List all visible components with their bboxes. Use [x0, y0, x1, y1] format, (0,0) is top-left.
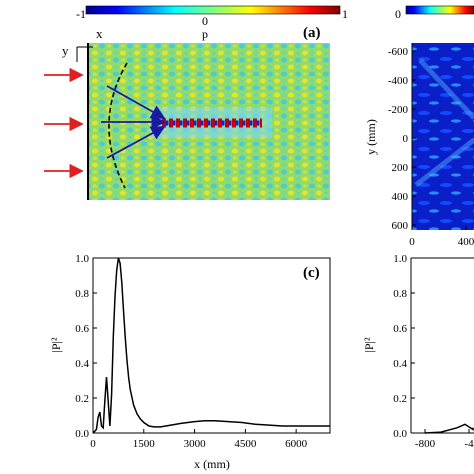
colorbar-a-max: 1	[342, 7, 348, 21]
lens-arc	[108, 62, 128, 189]
panel-b-xtick-label: 400	[458, 236, 474, 248]
panel-c-ylabel: |P|²	[49, 337, 63, 352]
panel-d-ytick-label: 0.6	[393, 323, 407, 335]
colorbar-b-min: 0	[395, 7, 401, 21]
panel-d-yticks: 0.0 0.2 0.4 0.6 0.8 1.0	[393, 253, 415, 440]
panel-c-ytick-label: 0.4	[75, 358, 89, 370]
panel-b-ytick-label: 200	[392, 162, 409, 174]
panel-d-xtick-label: -4	[464, 438, 474, 450]
panel-d: |P|² 0.0 0.2 0.4 0.6 0.8 1.0 -800 -4	[362, 253, 474, 450]
panel-c-ytick-label: 0.0	[75, 428, 89, 440]
panel-b-yticks: -600 -400 -200 0 200 400 600	[388, 46, 416, 232]
axis-x-label: x	[96, 26, 103, 41]
panel-d-series	[424, 423, 474, 434]
panel-b-ytick-label: 0	[403, 133, 409, 145]
panel-c-ytick-label: 0.6	[75, 323, 89, 335]
panel-c-xtick-label: 1500	[133, 438, 156, 450]
panel-c-ytick-label: 0.8	[75, 288, 89, 300]
panel-b-ytick-label: -200	[388, 104, 409, 116]
panel-d-xtick-label: -800	[415, 438, 436, 450]
panel-c-ytick-label: 0.2	[75, 393, 89, 405]
panel-c-xticks: 0 1500 3000 4500 6000	[90, 429, 308, 450]
colorbar-a-quantity: p	[202, 27, 208, 41]
panel-d-ylabel: |P|²	[362, 337, 376, 352]
focal-spot	[150, 108, 272, 138]
colorbar-a	[85, 5, 341, 15]
heatmap-b-streak	[414, 58, 474, 187]
focus-ray-top	[106, 85, 166, 119]
panel-c-xtick-label: 4500	[234, 438, 257, 450]
panel-b-ylabel: y (mm)	[364, 119, 378, 155]
panel-d-ytick-label: 0.2	[393, 393, 407, 405]
panel-a: -1 0 p 1 (a) x y	[44, 5, 348, 200]
panel-d-ytick-label: 1.0	[393, 253, 407, 265]
panel-b-ytick-label: -400	[388, 75, 409, 87]
panel-b-ytick-label: 600	[392, 220, 409, 232]
panel-c-series	[92, 257, 330, 434]
panel-d-ytick-label: 0.4	[393, 358, 407, 370]
panel-c-yticks: 0.0 0.2 0.4 0.6 0.8 1.0	[75, 253, 97, 440]
panel-b: 0 y (mm) -600 -400 -200 0 200 400 600 0 400	[364, 5, 474, 248]
colorbar-a-min: -1	[76, 7, 86, 21]
focus-ray-bottom	[106, 126, 166, 159]
plot-frame-c	[92, 257, 331, 434]
panel-b-ytick-label: -600	[388, 46, 409, 58]
axes-indicator: x y	[62, 26, 103, 62]
panel-b-xtick-label: 0	[409, 236, 415, 248]
heatmap-b	[412, 43, 474, 230]
colorbar-a-mid: 0	[202, 14, 208, 28]
panel-b-ytick-label: 400	[392, 191, 409, 203]
panel-d-ytick-label: 0.8	[393, 288, 407, 300]
panel-c-label: (c)	[303, 265, 320, 281]
panel-a-label: (a)	[303, 25, 321, 41]
panel-c: (c) |P|² x (mm) 0.0 0.2 0.4 0.6 0.8 1.0 0 1500…	[49, 253, 331, 471]
panel-d-xticks: -800 -4	[415, 429, 474, 450]
colorbar-b	[405, 5, 474, 15]
axis-y-label: y	[62, 43, 69, 58]
panel-c-xlabel: x (mm)	[194, 457, 230, 471]
panel-c-xtick-label: 0	[90, 438, 96, 450]
panel-c-xtick-label: 3000	[184, 438, 207, 450]
panel-c-line	[92, 257, 330, 434]
panel-d-line	[424, 423, 474, 434]
panel-b-xticks: 0 400	[409, 226, 474, 248]
panel-d-ytick-label: 0.0	[393, 428, 407, 440]
panel-c-xtick-label: 6000	[285, 438, 308, 450]
panel-c-ytick-label: 1.0	[75, 253, 89, 265]
